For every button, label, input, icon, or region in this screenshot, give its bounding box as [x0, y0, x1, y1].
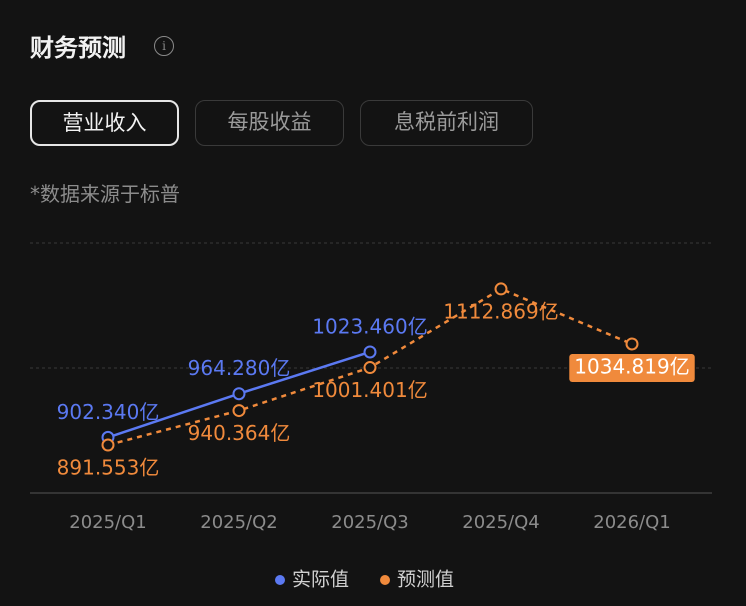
legend-label: 实际值	[292, 569, 349, 591]
data-label: 940.364亿	[188, 421, 291, 445]
source-note: *数据来源于标普	[30, 182, 180, 206]
legend-swatch	[380, 575, 391, 585]
point	[363, 345, 377, 359]
data-label: 1034.819亿	[574, 354, 689, 378]
tab[interactable]: 营业收入	[30, 100, 179, 146]
tab[interactable]: 每股收益	[195, 100, 344, 146]
x-tick-label: 2026/Q1	[593, 512, 671, 533]
x-tick-label: 2025/Q1	[69, 512, 147, 533]
data-label: 891.553亿	[57, 456, 160, 480]
info-icon[interactable]: i	[154, 36, 174, 56]
data-label: 1112.869亿	[443, 299, 558, 323]
legend-swatch	[275, 575, 285, 585]
x-tick-label: 2025/Q3	[331, 512, 409, 533]
point	[101, 438, 115, 452]
x-tick-label: 2025/Q2	[200, 512, 278, 533]
point	[363, 361, 377, 375]
label-box	[569, 353, 695, 382]
data-label: 1001.401亿	[312, 378, 427, 402]
point	[232, 387, 246, 401]
legend-label: 预测值	[397, 569, 454, 591]
data-label: 964.280亿	[188, 356, 291, 380]
point	[232, 404, 246, 418]
point	[494, 282, 508, 296]
title: 财务预测	[30, 34, 126, 62]
highlight-label: 1034.819亿	[569, 353, 695, 382]
tab[interactable]: 息税前利润	[360, 100, 533, 146]
data-label: 1023.460亿	[312, 314, 427, 338]
data-label: 902.340亿	[57, 400, 160, 424]
point	[625, 337, 639, 351]
x-tick-label: 2025/Q4	[462, 512, 540, 533]
